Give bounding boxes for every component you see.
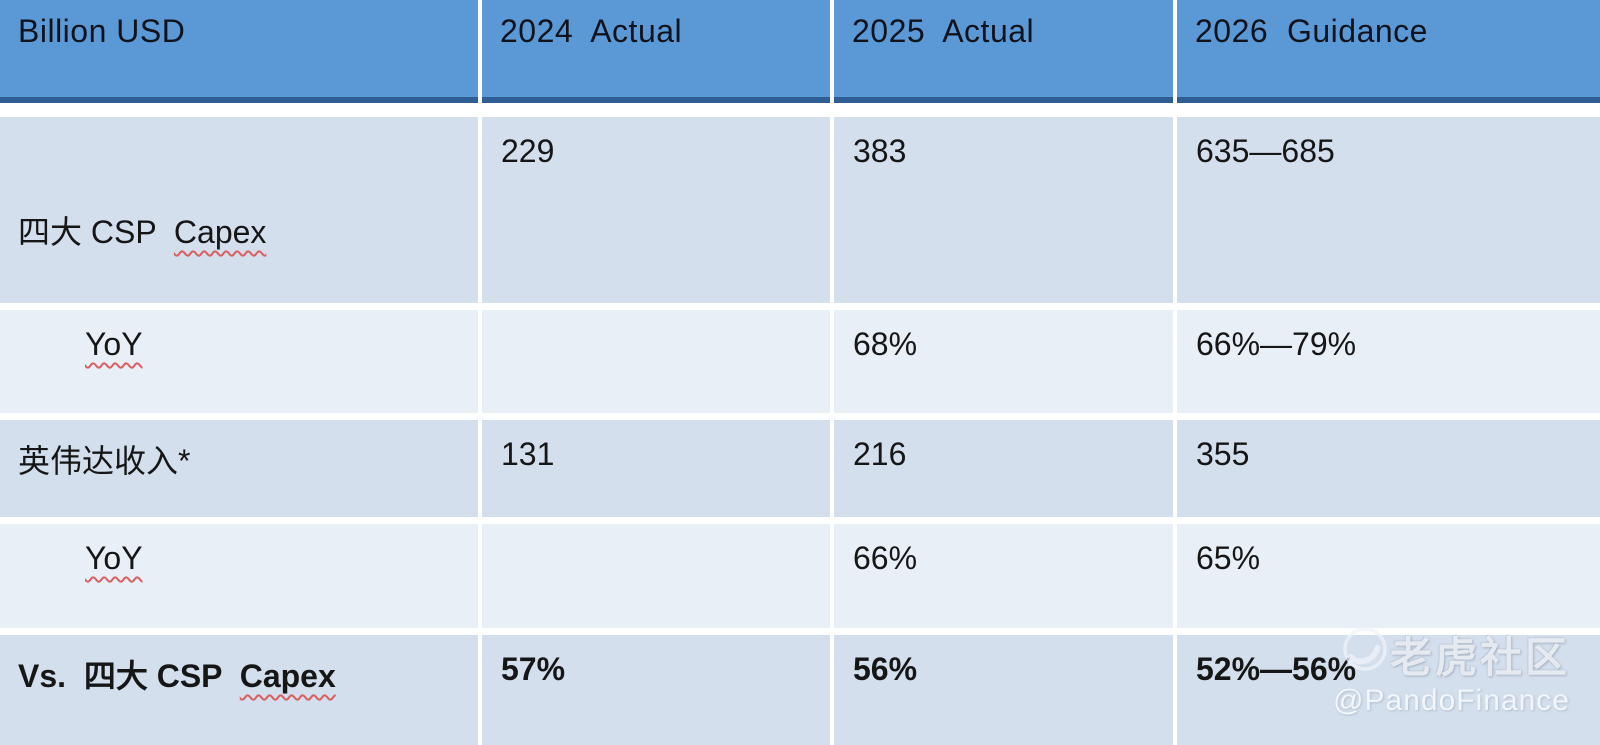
label-text: 四大 CSP <box>18 214 174 250</box>
cell-2024-value <box>482 310 830 413</box>
row-label-line1: 四大 CSP Capex <box>18 207 478 253</box>
header-cell-2024-actual: 2024 Actual <box>482 0 830 103</box>
cell-2026-value: 52%—56% <box>1177 635 1600 745</box>
cell-2025-value: 66% <box>834 524 1173 628</box>
table-row-vs-csp-capex: Vs. 四大 CSP Capex 57% 56% 52%—56% <box>0 635 1600 745</box>
cell-2026-value: 66%—79% <box>1177 310 1600 413</box>
label-text-misspelled: Capex <box>173 214 267 250</box>
row-label-yoy: YoY <box>0 310 478 413</box>
row-label-vs-csp-capex: Vs. 四大 CSP Capex <box>0 635 478 745</box>
table-row-csp-capex-yoy: YoY 68% 66%—79% <box>0 310 1600 413</box>
cell-2025-value: 56% <box>834 635 1173 745</box>
cell-2025-value: 383 <box>834 117 1173 303</box>
header-cell-2026-guidance: 2026 Guidance <box>1177 0 1600 103</box>
label-text-misspelled: Capex <box>239 658 336 694</box>
cell-2025-value: 216 <box>834 420 1173 517</box>
header-cell-billion-usd: Billion USD <box>0 0 478 103</box>
cell-2024-value: 131 <box>482 420 830 517</box>
label-text-misspelled: YoY <box>85 326 143 362</box>
row-label-nvidia-revenue: 英伟达收入* <box>0 420 478 517</box>
row-label-csp-capex-total: 四大 CSP Capex 合计 <box>0 117 478 414</box>
cell-2026-value: 635—685 <box>1177 117 1600 303</box>
cell-2024-value: 57% <box>482 635 830 745</box>
table-row-csp-capex-total: 四大 CSP Capex 合计 229 383 635—685 <box>0 117 1600 414</box>
cell-2024-value <box>482 524 830 628</box>
cell-2026-value: 65% <box>1177 524 1600 628</box>
row-label-yoy: YoY <box>0 524 478 628</box>
cell-2026-value: 355 <box>1177 420 1600 517</box>
label-text: Vs. 四大 CSP <box>18 658 240 694</box>
header-cell-2025-actual: 2025 Actual <box>834 0 1173 103</box>
table-header-row: Billion USD 2024 Actual 2025 Actual 2026… <box>0 0 1600 109</box>
table-row-nvidia-yoy: YoY 66% 65% <box>0 524 1600 628</box>
table-row-nvidia-revenue: 英伟达收入* 131 216 355 <box>0 420 1600 517</box>
label-text-misspelled: YoY <box>85 540 143 576</box>
cell-2024-value: 229 <box>482 117 830 303</box>
cell-2025-value: 68% <box>834 310 1173 413</box>
